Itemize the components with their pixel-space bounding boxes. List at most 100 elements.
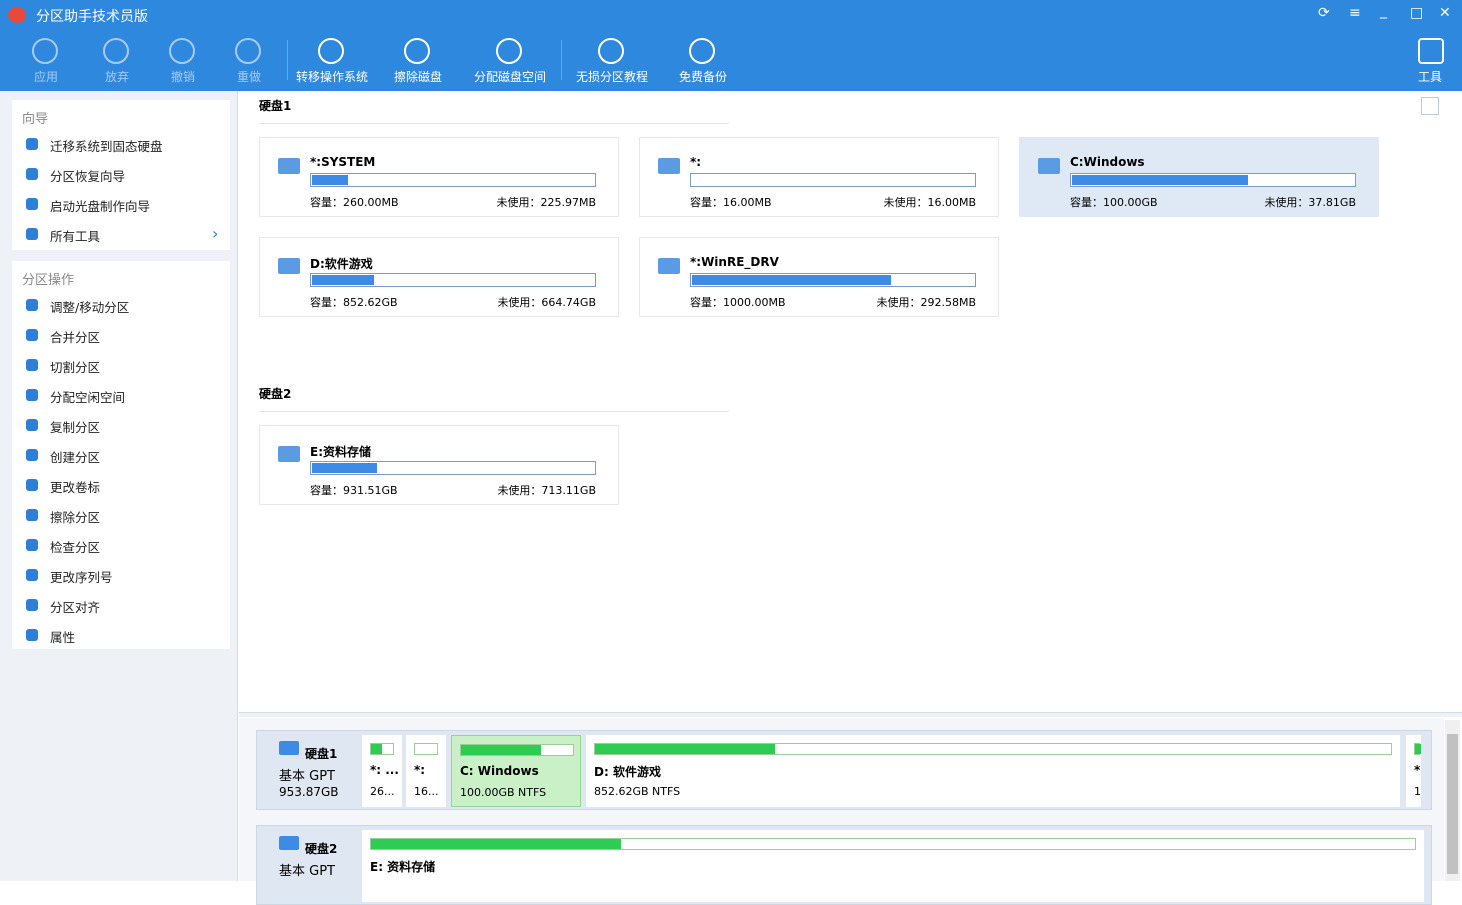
sidebar-item[interactable]: 调整/移动分区 (50, 300, 130, 315)
sidebar-item[interactable]: 切割分区 (50, 360, 101, 375)
partition-card[interactable]: *:SYSTEM 容量：260.00MB 未使用：225.97MB (259, 137, 619, 217)
drive-icon (278, 446, 300, 462)
toolbar-icon[interactable] (496, 38, 522, 64)
disk-title: 硬盘1 (259, 99, 292, 113)
tools-button[interactable]: 工具 (1417, 70, 1442, 84)
sidebar-item[interactable]: 更改卷标 (50, 480, 101, 495)
separator (287, 40, 288, 80)
divider (259, 123, 729, 124)
sidebar-item[interactable]: 迁移系统到固态硬盘 (50, 139, 163, 154)
toolbar-button[interactable]: 擦除磁盘 (393, 70, 442, 84)
toolbar-icon[interactable] (404, 38, 430, 64)
item-icon (26, 419, 38, 431)
toolbar-icon (32, 38, 58, 64)
unused: 未使用：292.58MB (876, 296, 976, 309)
usage-bar (690, 173, 976, 187)
drive-icon (278, 258, 300, 274)
toolbar-button: 放弃 (104, 70, 129, 84)
partition-info: 1. (1414, 785, 1421, 798)
partition-card[interactable]: C:Windows 容量：100.00GB 未使用：37.81GB (1019, 137, 1379, 217)
item-icon (26, 539, 38, 551)
toolbar-button[interactable]: 无损分区教程 (575, 70, 648, 84)
sidebar-item[interactable]: 分区恢复向导 (50, 169, 126, 184)
usage-bar (370, 838, 1416, 850)
usage-bar (370, 743, 394, 755)
drive-icon (279, 836, 299, 850)
partition-name: *. (1414, 763, 1421, 777)
item-icon (26, 569, 38, 581)
toolbar-icon[interactable] (318, 38, 344, 64)
minimize-button[interactable]: _ (1380, 3, 1387, 19)
separator (561, 40, 562, 80)
partition-block[interactable]: *: ... 26... (362, 735, 402, 807)
usage-fill (461, 745, 541, 755)
usage-fill (371, 744, 382, 754)
chevron: › (212, 224, 219, 243)
partition-block[interactable]: D: 软件游戏 852.62GB NTFS (586, 735, 1400, 807)
unused: 未使用：713.11GB (497, 484, 596, 497)
unused: 未使用：37.81GB (1264, 196, 1356, 209)
item-icon (26, 449, 38, 461)
usage-fill (312, 175, 348, 185)
partition-block[interactable]: *: 16... (406, 735, 446, 807)
toolbar-button[interactable]: 转移操作系统 (295, 70, 368, 84)
toolbar-button: 重做 (236, 70, 261, 84)
usage-fill (312, 275, 374, 285)
toolbar-button: 应用 (33, 70, 58, 84)
item-icon (26, 198, 38, 210)
sidebar-item[interactable]: 属性 (50, 630, 76, 645)
partition-card[interactable]: *: 容量：16.00MB 未使用：16.00MB (639, 137, 999, 217)
sidebar-item[interactable]: 复制分区 (50, 420, 101, 435)
sidebar-item[interactable]: 分区对齐 (50, 600, 101, 615)
sidebar-item[interactable]: 创建分区 (50, 450, 101, 465)
panel-title: 分区操作 (22, 273, 75, 288)
sidebar-item[interactable]: 所有工具 (50, 229, 101, 244)
usage-fill (1072, 175, 1248, 185)
drive-icon (658, 258, 680, 274)
toolbar-icon[interactable] (689, 38, 715, 64)
partition-block[interactable]: *. 1. (1406, 735, 1421, 807)
splitter[interactable] (239, 712, 1462, 717)
usage-bar (1070, 173, 1356, 187)
partition-block[interactable]: C: Windows 100.00GB NTFS (451, 735, 581, 807)
disk-name: 硬盘2 (305, 842, 338, 856)
toolbar-icon[interactable] (598, 38, 624, 64)
partition-name: *: ... (370, 763, 399, 777)
sidebar-item[interactable]: 擦除分区 (50, 510, 101, 525)
capacity: 容量：931.51GB (310, 484, 398, 497)
usage-bar (460, 744, 574, 756)
disk-row: 硬盘2 基本 GPT E: 资料存储 (256, 825, 1432, 905)
sidebar-item[interactable]: 合并分区 (50, 330, 101, 345)
partition-info: 852.62GB NTFS (594, 785, 681, 798)
close-button[interactable]: ✕ (1439, 5, 1451, 21)
scroll-thumb[interactable] (1447, 734, 1458, 874)
view-toggle[interactable] (1421, 97, 1439, 115)
partition-name: E: 资料存储 (370, 860, 436, 874)
partition-card[interactable]: E:资料存储 容量：931.51GB 未使用：713.11GB (259, 425, 619, 505)
refresh-button[interactable]: ⟳ (1318, 5, 1330, 21)
usage-bar (414, 743, 438, 755)
partition-card[interactable]: *:WinRE_DRV 容量：1000.00MB 未使用：292.58MB (639, 237, 999, 317)
divider (259, 411, 729, 412)
partition-info: 100.00GB NTFS (460, 786, 547, 799)
maximize-button[interactable]: □ (1410, 5, 1424, 21)
partition-card[interactable]: D:软件游戏 容量：852.62GB 未使用：664.74GB (259, 237, 619, 317)
sidebar-item[interactable]: 更改序列号 (50, 570, 113, 585)
usage-bar (310, 461, 596, 475)
scrollbar[interactable] (1445, 720, 1460, 881)
partition-name: C:Windows (1070, 155, 1145, 169)
item-icon (26, 389, 38, 401)
tools-icon[interactable] (1418, 38, 1444, 64)
menu-button[interactable]: ≡ (1349, 5, 1361, 21)
sidebar-item[interactable]: 检查分区 (50, 540, 101, 555)
partition-block[interactable]: E: 资料存储 (362, 830, 1424, 902)
disk-size: 953.87GB (279, 785, 339, 799)
disk-row: 硬盘1 基本 GPT 953.87GB *: ... 26... *: 16... C: Wi… (256, 730, 1432, 810)
partition-name: *:SYSTEM (310, 155, 376, 169)
item-icon (26, 479, 38, 491)
toolbar-button[interactable]: 免费备份 (678, 70, 727, 84)
sidebar-item[interactable]: 分配空闲空间 (50, 390, 126, 405)
sidebar-item[interactable]: 启动光盘制作向导 (50, 199, 151, 214)
toolbar-button[interactable]: 分配磁盘空间 (473, 70, 546, 84)
